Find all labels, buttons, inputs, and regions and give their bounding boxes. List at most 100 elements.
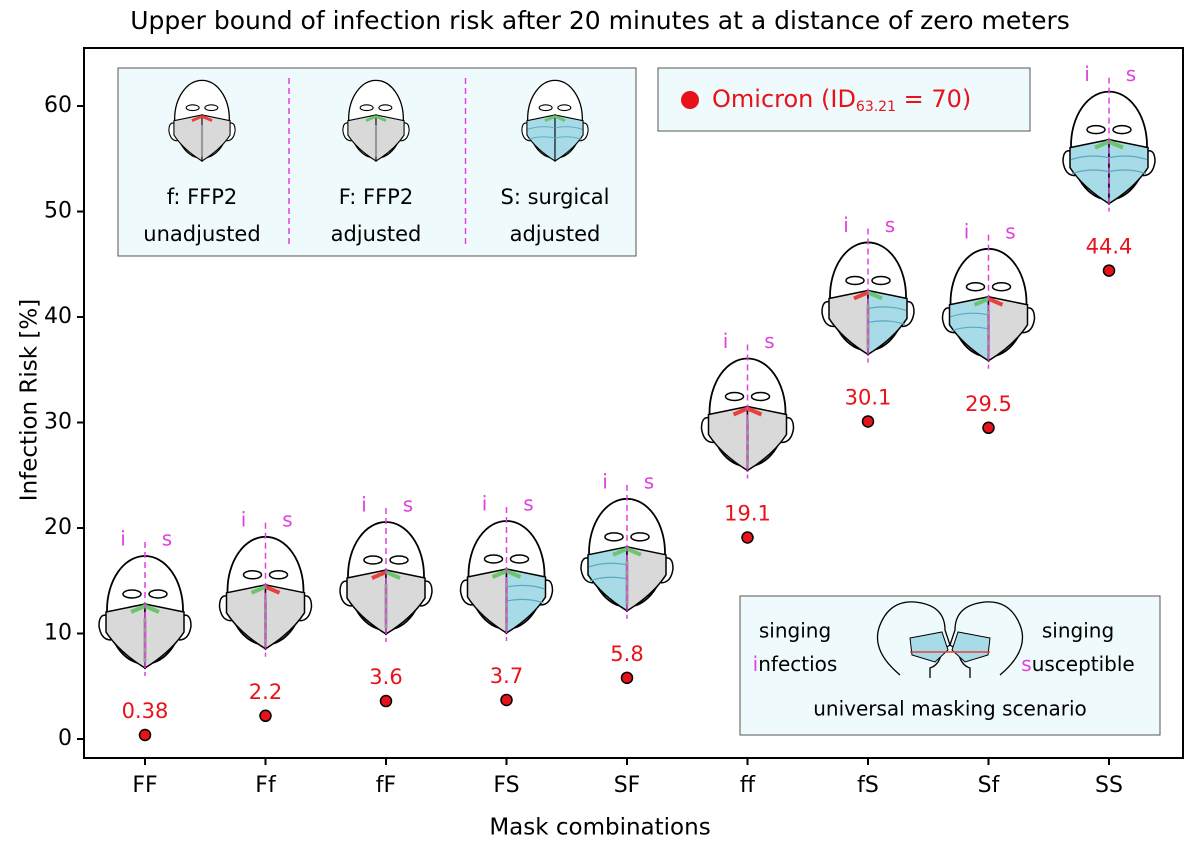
eye bbox=[991, 282, 1012, 292]
x-tick-label: FF bbox=[132, 773, 157, 798]
face-label: s bbox=[764, 329, 774, 353]
y-tick-label: 50 bbox=[44, 199, 72, 224]
scenario-initial: i bbox=[753, 652, 759, 676]
y-tick-label: 0 bbox=[58, 726, 72, 751]
data-label: 29.5 bbox=[965, 392, 1012, 416]
nose-band bbox=[491, 569, 508, 579]
x-tick-label: Ff bbox=[255, 773, 277, 798]
face-icon bbox=[342, 79, 410, 162]
mask-half bbox=[987, 295, 1029, 363]
y-tick-label: 20 bbox=[44, 515, 72, 540]
nose-band bbox=[746, 406, 763, 417]
mask-pleat bbox=[554, 126, 583, 140]
mask-half bbox=[1108, 138, 1149, 205]
nose-band bbox=[264, 584, 281, 595]
mask-pleat bbox=[867, 306, 907, 326]
nose-band bbox=[612, 546, 628, 557]
mask-legend-text: unadjusted bbox=[143, 222, 260, 246]
nose-band bbox=[1094, 139, 1110, 150]
nose-band bbox=[554, 115, 566, 123]
y-tick-label: 10 bbox=[44, 621, 72, 646]
legend-text: Omicron (ID63.21 = 70) bbox=[712, 85, 971, 115]
data-point bbox=[982, 421, 995, 435]
data-point bbox=[861, 415, 875, 428]
nose-band bbox=[191, 115, 203, 123]
x-tick-label: SF bbox=[614, 773, 641, 798]
scenario-text: singing bbox=[759, 619, 831, 643]
mask-half bbox=[526, 114, 556, 162]
mask-pleat bbox=[950, 312, 989, 332]
mask-half bbox=[264, 583, 306, 651]
nose-band bbox=[973, 296, 990, 307]
data-point bbox=[500, 693, 513, 707]
profile bbox=[949, 601, 1024, 678]
nose-band bbox=[144, 604, 160, 614]
y-tick-label: 40 bbox=[44, 304, 72, 329]
face-label: i bbox=[843, 213, 849, 237]
eye bbox=[242, 570, 263, 580]
mask-half bbox=[867, 289, 908, 356]
mask-pleat bbox=[1070, 155, 1110, 175]
data-point bbox=[138, 728, 152, 742]
mask-legend-text: F: FFP2 bbox=[339, 185, 413, 209]
data-label: 0.38 bbox=[122, 699, 169, 723]
scenario-text: singing bbox=[1042, 619, 1114, 643]
mask-half bbox=[375, 114, 405, 162]
nose-band bbox=[1108, 139, 1124, 150]
nose-band bbox=[365, 115, 377, 123]
eye bbox=[1086, 124, 1106, 135]
nose-band bbox=[371, 570, 387, 580]
mask-half bbox=[746, 405, 788, 472]
mask-half bbox=[173, 114, 203, 162]
y-tick-label: 30 bbox=[44, 410, 72, 435]
mask-half bbox=[1069, 138, 1110, 205]
scenario-text: infectios bbox=[753, 652, 838, 676]
mask-legend-text: S: surgical bbox=[500, 185, 609, 209]
mask-half bbox=[554, 114, 584, 162]
eye bbox=[378, 104, 393, 112]
mask-pleat bbox=[1108, 155, 1148, 175]
nose-band bbox=[375, 115, 387, 123]
mask-pleat bbox=[588, 562, 628, 582]
nose-band bbox=[544, 115, 556, 123]
eye bbox=[557, 104, 572, 112]
legend-part: 63.21 bbox=[856, 99, 896, 115]
eye bbox=[389, 555, 409, 565]
mask-pleat bbox=[506, 584, 545, 604]
face-icon bbox=[521, 79, 589, 162]
mask-half bbox=[948, 295, 990, 363]
mask-half bbox=[144, 603, 185, 670]
eye bbox=[359, 104, 374, 112]
legend-marker bbox=[681, 91, 699, 109]
mask-legend-text: f: FFP2 bbox=[167, 185, 238, 209]
profile bbox=[876, 601, 951, 678]
data-point bbox=[620, 671, 634, 685]
mask-legend-text: adjusted bbox=[331, 222, 422, 246]
y-axis-label: Infection Risk [%] bbox=[17, 299, 43, 501]
data-point bbox=[1102, 264, 1116, 277]
eye bbox=[204, 104, 219, 112]
legend-box bbox=[657, 67, 1031, 132]
data-point bbox=[259, 709, 272, 723]
data-label: 44.4 bbox=[1086, 235, 1133, 259]
x-tick-label: SS bbox=[1095, 773, 1123, 798]
mask-half bbox=[466, 568, 508, 635]
face-label: s bbox=[162, 527, 172, 551]
face-label: s bbox=[282, 507, 292, 531]
mask-half bbox=[346, 569, 387, 636]
nose-band bbox=[130, 604, 146, 614]
data-label: 3.6 bbox=[369, 665, 402, 689]
legend-part: Omicron (ID bbox=[712, 85, 856, 113]
eye bbox=[630, 532, 650, 542]
eye bbox=[604, 532, 624, 542]
face-label: i bbox=[482, 491, 488, 515]
face-icon bbox=[168, 79, 236, 162]
mask-legend-text: adjusted bbox=[510, 222, 601, 246]
eye bbox=[871, 275, 891, 286]
nose-band bbox=[385, 570, 401, 580]
face-label: s bbox=[885, 213, 895, 237]
nose-band bbox=[987, 296, 1004, 307]
